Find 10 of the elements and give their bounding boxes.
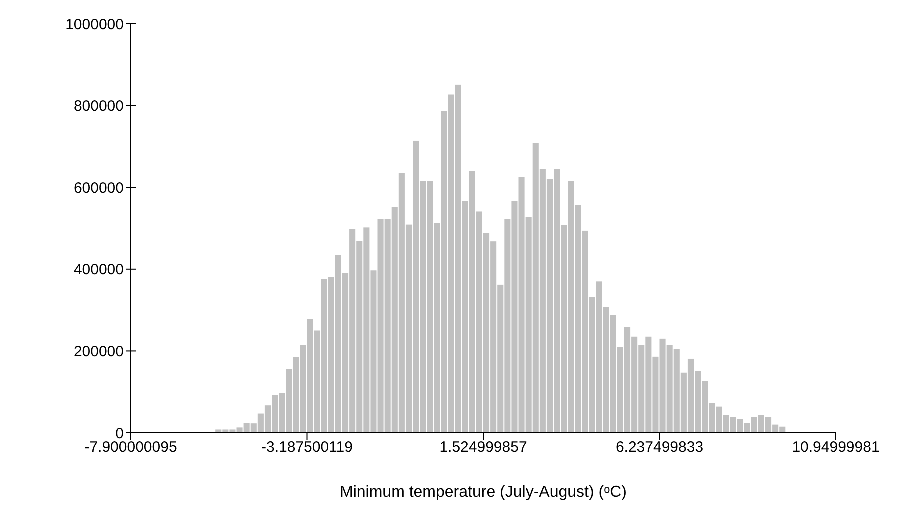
x-tick-label: -3.187500119 — [262, 439, 353, 456]
y-tick-label: 800000 — [74, 98, 124, 116]
x-tick-label: 1.524999857 — [440, 439, 528, 456]
y-tick-label: 1000000 — [66, 16, 124, 34]
x-tick-label: 6.237499833 — [616, 439, 704, 456]
x-axis-title: Minimum temperature (July-August) (ᵒC) — [340, 484, 627, 501]
x-tick-label: 10.94999981 — [792, 439, 880, 456]
y-tick-label: 600000 — [74, 180, 124, 197]
y-tick-label: 200000 — [74, 343, 124, 360]
y-tick-label: 400000 — [74, 262, 124, 279]
